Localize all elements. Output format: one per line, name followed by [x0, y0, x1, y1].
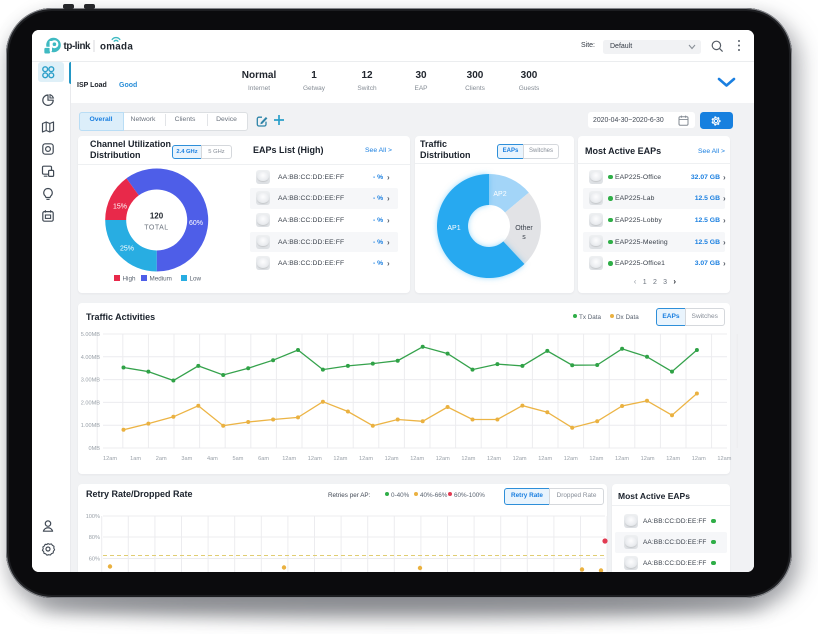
svg-text:1am: 1am: [130, 456, 141, 462]
svg-text:12am: 12am: [538, 456, 552, 462]
svg-text:12am: 12am: [308, 456, 322, 462]
svg-text:12am: 12am: [615, 456, 629, 462]
svg-text:4am: 4am: [207, 456, 218, 462]
svg-text:5.00MB: 5.00MB: [81, 332, 101, 338]
svg-text:Other: Other: [515, 225, 533, 232]
svg-text:100%: 100%: [86, 514, 100, 520]
svg-text:12am: 12am: [692, 456, 706, 462]
svg-text:12am: 12am: [436, 456, 450, 462]
svg-text:25%: 25%: [120, 246, 134, 253]
svg-text:60%: 60%: [89, 557, 100, 563]
svg-text:12am: 12am: [717, 456, 731, 462]
svg-text:12am: 12am: [641, 456, 655, 462]
svg-text:12am: 12am: [589, 456, 603, 462]
svg-text:6am: 6am: [258, 456, 269, 462]
svg-text:12am: 12am: [564, 456, 578, 462]
svg-text:omada: omada: [100, 41, 133, 52]
svg-text:tp-link: tp-link: [64, 41, 92, 52]
svg-text:4.00MB: 4.00MB: [81, 355, 101, 361]
svg-text:2am: 2am: [156, 456, 167, 462]
svg-text:80%: 80%: [89, 535, 100, 541]
svg-text:s: s: [522, 234, 526, 241]
svg-text:AP2: AP2: [493, 191, 506, 198]
svg-text:AP1: AP1: [447, 225, 460, 232]
svg-text:12am: 12am: [666, 456, 680, 462]
svg-text:1.00MB: 1.00MB: [81, 423, 101, 429]
svg-text:12am: 12am: [487, 456, 501, 462]
svg-text:15%: 15%: [113, 204, 127, 211]
svg-text:12am: 12am: [359, 456, 373, 462]
svg-text:12am: 12am: [282, 456, 296, 462]
svg-text:12am: 12am: [385, 456, 399, 462]
svg-text:3am: 3am: [181, 456, 192, 462]
svg-text:12am: 12am: [513, 456, 527, 462]
svg-text:TOTAL: TOTAL: [144, 225, 168, 232]
svg-text:12am: 12am: [461, 456, 475, 462]
svg-text:12am: 12am: [103, 456, 117, 462]
svg-text:5am: 5am: [233, 456, 244, 462]
svg-text:3.00MB: 3.00MB: [81, 378, 101, 384]
svg-text:2.00MB: 2.00MB: [81, 400, 101, 406]
svg-text:120: 120: [150, 212, 164, 221]
svg-text:0MB: 0MB: [88, 446, 100, 452]
svg-text:60%: 60%: [189, 220, 203, 227]
svg-text:12am: 12am: [333, 456, 347, 462]
svg-text:12am: 12am: [410, 456, 424, 462]
